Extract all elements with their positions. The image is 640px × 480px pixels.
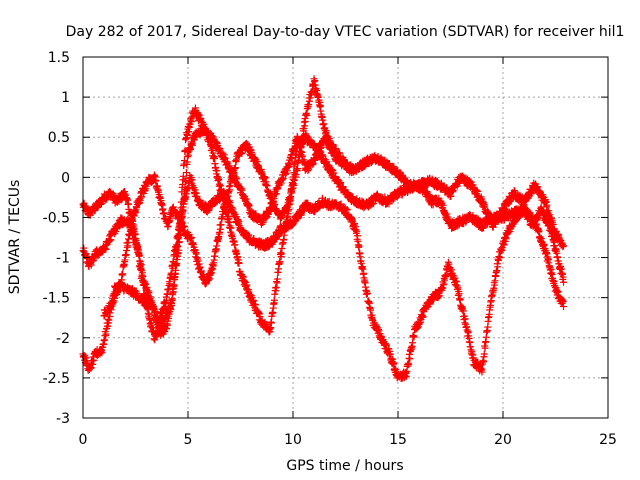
- data-point: [368, 200, 376, 208]
- series-track-3: [79, 171, 568, 383]
- data-point: [560, 242, 568, 250]
- y-tick-label: 0: [61, 170, 70, 186]
- data-point: [105, 316, 113, 324]
- data-point: [147, 319, 155, 327]
- y-tick-label: -2: [56, 331, 70, 347]
- data-point: [288, 155, 296, 163]
- data-point: [188, 141, 196, 149]
- y-tick-label: -1: [56, 251, 70, 267]
- y-axis-label: SDTVAR / TECUs: [7, 180, 23, 295]
- data-point: [139, 281, 147, 289]
- data-point: [543, 250, 551, 258]
- data-point: [444, 213, 452, 221]
- data-point: [137, 266, 145, 274]
- y-tick-label: -3: [56, 411, 70, 427]
- data-point: [245, 202, 253, 210]
- data-point: [225, 162, 233, 170]
- data-point: [535, 227, 543, 235]
- data-point: [219, 149, 227, 157]
- y-tick-label: 0.5: [48, 130, 70, 146]
- data-point: [180, 157, 188, 165]
- data-point: [183, 131, 191, 139]
- data-point: [276, 258, 284, 266]
- data-point: [443, 210, 451, 218]
- x-tick-label: 0: [79, 432, 88, 448]
- data-point: [220, 151, 228, 159]
- data-point: [184, 151, 192, 159]
- data-point: [255, 309, 263, 317]
- data-point: [90, 356, 98, 364]
- data-point: [267, 319, 275, 327]
- chart-title: Day 282 of 2017, Sidereal Day-to-day VTE…: [66, 24, 625, 40]
- data-point: [104, 322, 112, 330]
- data-point: [234, 253, 241, 261]
- data-point: [181, 146, 189, 154]
- data-point: [534, 183, 541, 191]
- data-point: [179, 172, 187, 180]
- data-point: [208, 145, 216, 153]
- data-point: [259, 219, 267, 227]
- data-points: [79, 75, 568, 383]
- data-point: [554, 288, 562, 296]
- data-point: [256, 313, 264, 321]
- data-point: [235, 259, 243, 267]
- x-tick-label: 15: [389, 432, 407, 448]
- data-point: [272, 190, 280, 198]
- data-point: [89, 360, 97, 368]
- y-tick-label: -0.5: [43, 210, 70, 226]
- data-point: [438, 179, 445, 187]
- x-tick-label: 5: [184, 432, 193, 448]
- y-tick-label: 1: [61, 90, 70, 106]
- data-point: [141, 295, 149, 303]
- data-point: [215, 175, 223, 183]
- y-tick-label: -1.5: [43, 291, 70, 307]
- data-point: [231, 241, 239, 249]
- x-tick-label: 20: [494, 432, 512, 448]
- data-point: [454, 179, 462, 187]
- data-point: [328, 165, 336, 173]
- data-point: [135, 252, 143, 260]
- y-tick-label: -2.5: [43, 371, 70, 387]
- x-tick-label: 25: [599, 432, 617, 448]
- data-point: [473, 187, 481, 195]
- data-point: [87, 364, 95, 372]
- data-point: [82, 354, 90, 362]
- data-point: [547, 269, 555, 277]
- data-point: [560, 303, 568, 311]
- data-point: [337, 179, 345, 187]
- data-point: [270, 296, 278, 304]
- data-point: [304, 167, 312, 175]
- data-point: [102, 245, 110, 253]
- data-point: [145, 288, 153, 296]
- y-tick-label: 1.5: [48, 50, 70, 66]
- data-point: [540, 240, 548, 248]
- data-point: [227, 224, 235, 232]
- x-axis-label: GPS time / hours: [286, 458, 403, 474]
- data-point: [174, 243, 182, 251]
- data-point: [273, 275, 281, 283]
- x-tick-label: 10: [284, 432, 302, 448]
